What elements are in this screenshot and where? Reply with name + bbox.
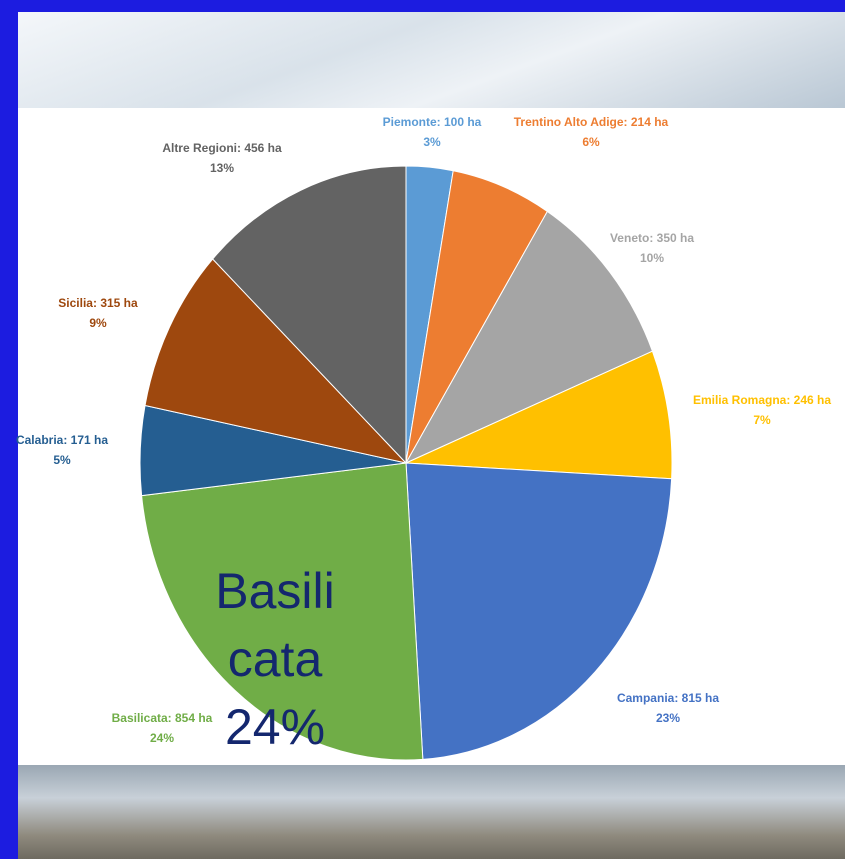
screenshot: Piemonte: 100 ha3%Trentino Alto Adige: 2… — [0, 0, 845, 859]
overlay-text: Basili — [215, 562, 334, 620]
value-label: Veneto: 350 ha — [552, 228, 752, 248]
percent-label: 6% — [506, 132, 676, 152]
percent-label: 9% — [0, 313, 198, 333]
value-label: Altre Regioni: 456 ha — [122, 138, 322, 158]
value-label: Piemonte: 100 ha — [332, 112, 532, 132]
percent-label: 23% — [568, 708, 768, 728]
percent-label: 3% — [332, 132, 532, 152]
overlay-text: 24% — [225, 698, 325, 756]
value-label: Trentino Alto Adige: 214 ha — [506, 112, 676, 132]
percent-label: 5% — [0, 450, 162, 470]
value-label: Sicilia: 315 ha — [0, 293, 198, 313]
overlay-text: cata — [228, 630, 323, 688]
value-label: Campania: 815 ha — [568, 688, 768, 708]
percent-label: 10% — [552, 248, 752, 268]
percent-label: 13% — [122, 158, 322, 178]
value-label: Emilia Romagna: 246 ha — [662, 390, 845, 410]
percent-label: 7% — [662, 410, 845, 430]
value-label: Calabria: 171 ha — [0, 430, 162, 450]
